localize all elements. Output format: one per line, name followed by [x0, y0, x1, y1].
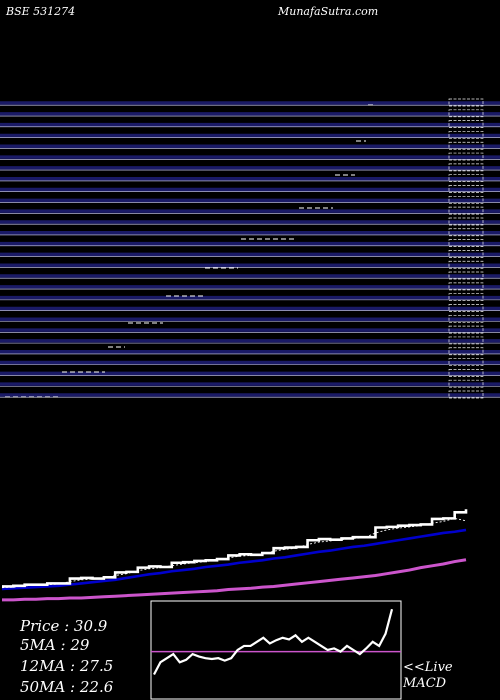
sr-label-mark	[448, 336, 484, 345]
sr-label-mark	[448, 163, 484, 172]
ma50-line	[2, 558, 467, 602]
sr-label-mark	[448, 358, 484, 366]
legend-price: Price : 30.9	[20, 617, 108, 635]
sr-label-mark	[448, 174, 484, 183]
sr-label-mark	[448, 250, 484, 258]
sr-label-mark	[448, 109, 484, 118]
sr-label-mark	[448, 260, 484, 269]
sr-label-mark	[448, 369, 484, 377]
sr-label-mark	[448, 131, 484, 139]
legend-50ma: 50MA : 22.6	[20, 678, 114, 696]
sr-label-mark	[448, 271, 484, 280]
sr-label-mark	[448, 120, 484, 128]
sr-label-mark	[448, 314, 484, 323]
sr-label-mark	[448, 98, 484, 107]
sr-label-mark	[448, 379, 484, 388]
sr-label-mark	[448, 152, 484, 161]
ma5-line	[1, 517, 467, 589]
price-line	[2, 509, 468, 588]
macd-box	[150, 600, 402, 700]
support-resistance-bands	[0, 101, 500, 398]
sr-label-mark	[448, 239, 484, 247]
ma12-line	[1, 528, 467, 591]
header-symbol: BSE 531274	[6, 5, 76, 18]
macd-live-label: <<Live	[403, 660, 453, 675]
header-site: MunafaSutra.com	[278, 5, 379, 18]
sr-label-mark	[448, 304, 484, 312]
sr-label-mark	[448, 325, 484, 334]
sr-label-mark	[448, 282, 484, 291]
sr-label-mark	[448, 141, 484, 150]
macd-panel	[150, 600, 402, 700]
sr-label-mark	[448, 217, 484, 226]
dash-ladder	[5, 104, 376, 398]
sr-label-mark	[448, 390, 484, 399]
price-ma-lines	[1, 509, 468, 602]
macd-label: MACD	[403, 676, 447, 691]
sr-label-mark	[448, 293, 484, 302]
sr-label-mark	[448, 195, 484, 204]
sr-label-mark	[448, 347, 484, 356]
legend-5ma: 5MA : 29	[20, 636, 90, 654]
sr-label-mark	[448, 228, 484, 237]
legend-12ma: 12MA : 27.5	[20, 657, 114, 675]
sr-label-mark	[448, 206, 484, 215]
macd-line	[153, 608, 394, 676]
sr-label-mark	[448, 185, 484, 193]
sr-labels	[448, 98, 484, 399]
